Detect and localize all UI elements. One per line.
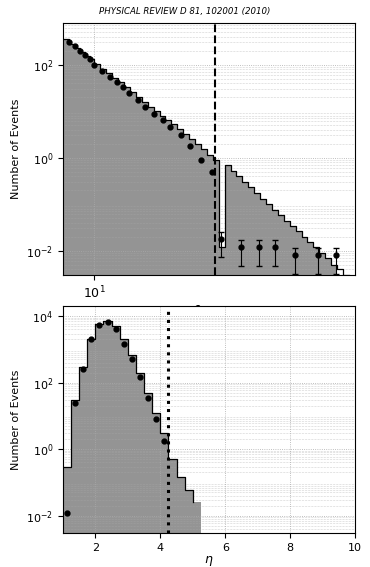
X-axis label: $\rho_{\rm comb}$: $\rho_{\rm comb}$ (192, 303, 226, 317)
Y-axis label: Number of Events: Number of Events (11, 99, 21, 199)
Text: PHYSICAL REVIEW D 81, 102001 (2010): PHYSICAL REVIEW D 81, 102001 (2010) (99, 7, 271, 16)
X-axis label: $\eta$: $\eta$ (204, 554, 214, 567)
Y-axis label: Number of Events: Number of Events (11, 369, 21, 470)
